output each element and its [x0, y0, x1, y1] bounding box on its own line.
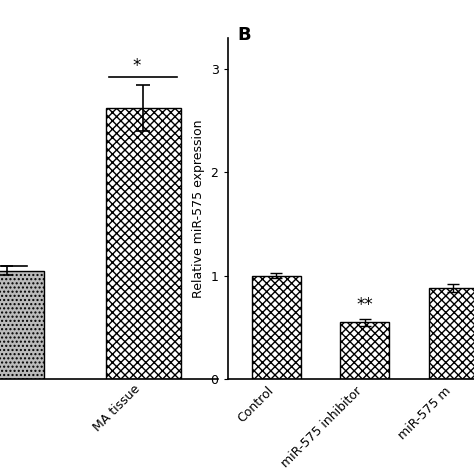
- Text: **: **: [356, 295, 373, 313]
- Bar: [106, 108, 181, 379]
- Text: B: B: [237, 26, 251, 44]
- Bar: [429, 288, 474, 379]
- Y-axis label: Relative miR-575 expression: Relative miR-575 expression: [192, 119, 205, 298]
- Text: *: *: [132, 57, 140, 75]
- Bar: [0, 271, 44, 379]
- Bar: [252, 276, 301, 379]
- Bar: [340, 322, 389, 379]
